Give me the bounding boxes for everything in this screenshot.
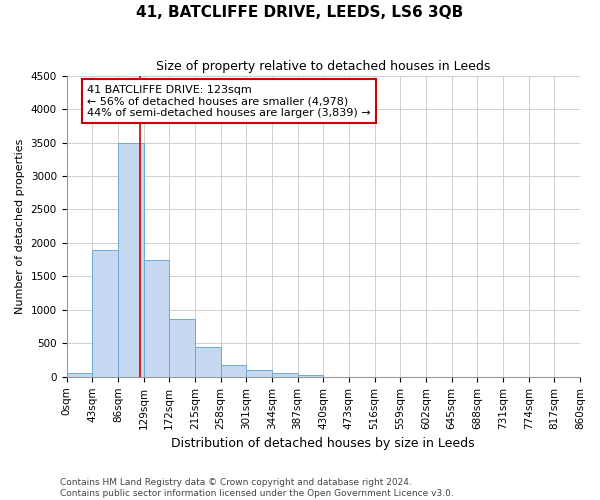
- Bar: [246, 370, 272, 377]
- Text: 41, BATCLIFFE DRIVE, LEEDS, LS6 3QB: 41, BATCLIFFE DRIVE, LEEDS, LS6 3QB: [136, 5, 464, 20]
- Bar: [118, 142, 143, 377]
- Text: Contains HM Land Registry data © Crown copyright and database right 2024.
Contai: Contains HM Land Registry data © Crown c…: [60, 478, 454, 498]
- Text: 41 BATCLIFFE DRIVE: 123sqm
← 56% of detached houses are smaller (4,978)
44% of s: 41 BATCLIFFE DRIVE: 123sqm ← 56% of deta…: [87, 84, 371, 118]
- X-axis label: Distribution of detached houses by size in Leeds: Distribution of detached houses by size …: [172, 437, 475, 450]
- Bar: [272, 373, 298, 377]
- Y-axis label: Number of detached properties: Number of detached properties: [15, 138, 25, 314]
- Bar: [298, 375, 323, 377]
- Bar: [195, 346, 221, 377]
- Title: Size of property relative to detached houses in Leeds: Size of property relative to detached ho…: [156, 60, 490, 73]
- Bar: [92, 250, 118, 377]
- Bar: [169, 319, 195, 377]
- Bar: [221, 365, 246, 377]
- Bar: [143, 260, 169, 377]
- Bar: [67, 374, 92, 377]
